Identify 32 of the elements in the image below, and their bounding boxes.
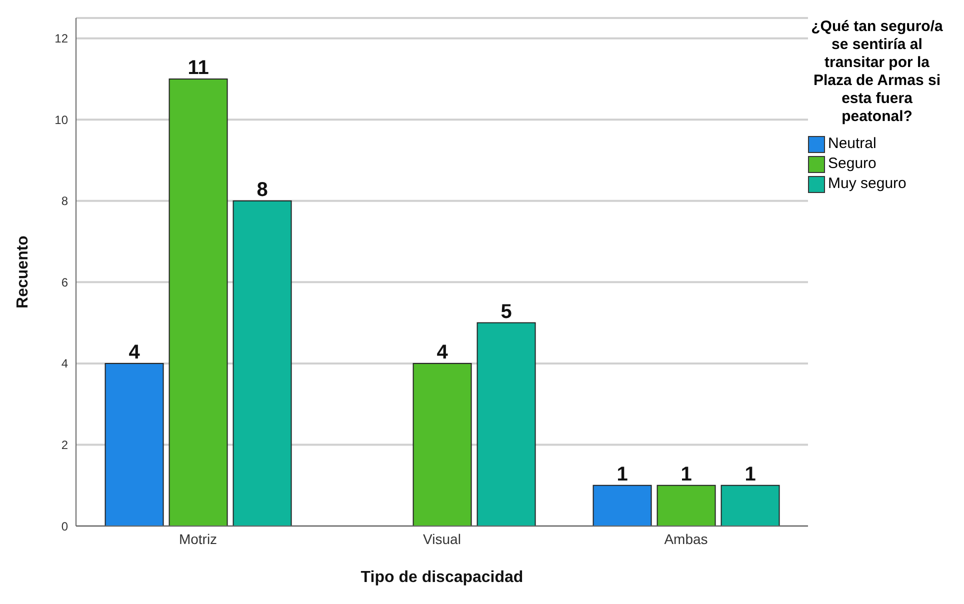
x-tick-label: Motriz — [178, 530, 218, 547]
y-tick-label: 2 — [61, 438, 68, 452]
data-label: 1 — [744, 463, 756, 486]
bar — [720, 484, 780, 526]
x-tick-label: Ambas — [664, 530, 708, 547]
y-tick-label: 0 — [61, 519, 68, 534]
legend-label: Muy seguro — [828, 174, 906, 194]
bar — [412, 362, 472, 526]
y-tick-label: 12 — [54, 32, 68, 46]
x-tick-label: Visual — [423, 530, 461, 547]
bar — [476, 322, 536, 526]
y-tick-label: 4 — [61, 356, 68, 371]
data-label: 1 — [616, 463, 628, 486]
data-label: 5 — [500, 300, 512, 323]
data-label: 8 — [256, 178, 268, 201]
legend-label: Neutral — [828, 134, 876, 154]
legend-label: Seguro — [828, 154, 876, 174]
data-label: 11 — [188, 56, 209, 79]
bar — [592, 484, 652, 526]
bar — [656, 484, 716, 526]
y-axis-title: Recuento — [14, 235, 32, 308]
legend-title: ¿Qué tan seguro/a se sentiría al transitar por la Plaza de Armas si esta fuera peatonal? — [810, 18, 944, 126]
y-tick-label: 8 — [61, 194, 68, 208]
x-axis-title: Tipo de discapacidad — [360, 569, 524, 586]
y-tick-label: 10 — [54, 112, 68, 127]
bar — [232, 200, 292, 526]
y-tick-label: 6 — [61, 275, 68, 290]
data-label: 1 — [680, 463, 692, 486]
bar — [104, 362, 164, 526]
data-label: 4 — [128, 341, 141, 364]
data-label: 4 — [436, 341, 449, 364]
bar — [168, 78, 228, 526]
